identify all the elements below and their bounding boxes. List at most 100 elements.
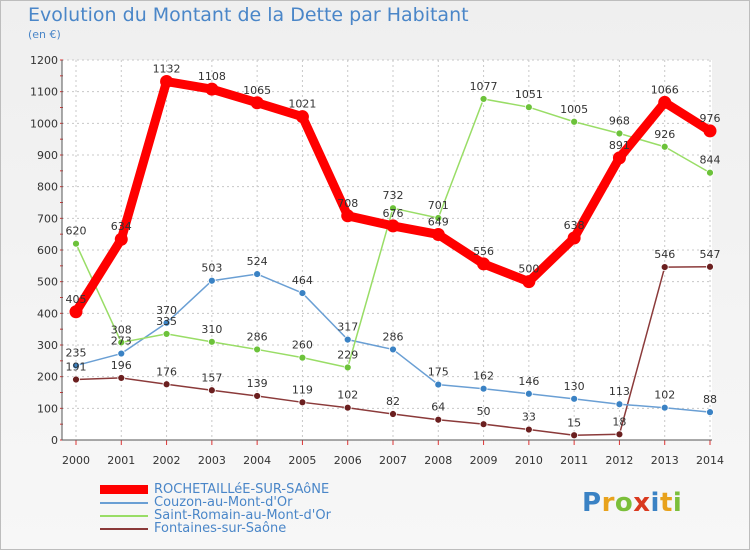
data-point [117,349,126,358]
data-point [615,129,624,138]
data-point [341,209,355,223]
data-label: 18 [612,415,626,428]
legend-swatch [100,515,148,517]
data-point [615,400,624,409]
data-point [205,82,219,96]
y-tick-label: 300 [37,339,58,352]
data-point [524,103,533,112]
data-point [389,410,397,418]
data-label: 1132 [153,63,181,76]
data-point [162,330,171,338]
y-tick-label: 0 [51,434,58,447]
logo-letter: P [582,488,602,518]
data-point [207,276,216,285]
data-point [706,262,714,271]
data-point [434,380,443,389]
data-point [431,227,445,241]
y-tick-label: 200 [37,371,58,384]
data-point [114,232,128,246]
data-point [660,263,669,272]
data-label: 405 [66,293,87,306]
x-tick-label: 2013 [651,454,679,467]
y-tick-label: 600 [37,244,58,257]
x-tick-label: 2000 [62,454,90,467]
data-label: 1108 [198,70,226,83]
data-point [343,335,352,344]
data-label: 15 [567,416,581,429]
data-label: 370 [156,304,177,317]
data-point [72,239,80,248]
x-tick-label: 2009 [470,454,498,467]
data-point [72,361,80,370]
proxiti-logo: Proxiti [582,488,682,518]
data-label: 503 [201,262,222,275]
logo-letter: t [659,488,673,518]
x-tick-label: 2006 [334,454,362,467]
data-point [615,430,624,439]
data-point [117,338,126,347]
legend-label: Couzon-au-Mont-d'Or [154,495,293,510]
x-tick-label: 2011 [560,454,588,467]
y-tick-label: 700 [37,212,58,225]
data-point [343,363,352,372]
data-label: 1065 [243,84,271,97]
data-point [207,386,216,395]
data-label: 82 [386,395,400,408]
data-label: 891 [609,139,630,152]
y-tick-label: 100 [37,402,58,415]
data-label: 317 [337,321,358,334]
data-label: 976 [700,112,721,125]
data-label: 88 [703,393,717,406]
legend-swatch [100,528,148,530]
legend-label: Fontaines-sur-Saône [154,521,287,536]
data-point [570,431,579,440]
data-label: 64 [431,401,445,414]
data-point [660,403,669,412]
x-tick-label: 2003 [198,454,226,467]
data-point [295,110,309,124]
data-label: 638 [564,219,585,232]
data-point [660,142,669,151]
data-label: 139 [247,377,268,390]
data-point [298,398,307,407]
data-label: 926 [654,128,675,141]
data-label: 175 [428,366,449,379]
data-point [386,219,400,233]
data-label: 500 [518,263,539,276]
data-label: 162 [473,370,494,383]
x-tick-label: 2004 [243,454,271,467]
data-point [706,408,714,417]
data-point [69,305,83,319]
x-tick-label: 2002 [153,454,181,467]
data-label: 524 [247,255,268,268]
data-point [298,289,307,297]
data-label: 1021 [288,98,316,111]
data-label: 102 [337,389,358,402]
chart-unit-label: (en €) [28,28,61,41]
x-tick-label: 2001 [107,454,135,467]
data-point [250,96,264,110]
data-label: 676 [383,207,404,220]
data-point [567,231,581,245]
x-tick-label: 2007 [379,454,407,467]
logo-letter: x [633,488,651,518]
data-label: 708 [337,197,358,210]
legend-label: Saint-Romain-au-Mont-d'Or [154,508,331,523]
data-label: 308 [111,323,132,336]
x-tick-label: 2014 [696,454,724,467]
y-tick-label: 400 [37,307,58,320]
data-label: 191 [66,361,87,374]
x-tick-label: 2012 [605,454,633,467]
data-label: 113 [609,385,630,398]
data-point [253,270,262,278]
data-label: 1051 [515,88,543,101]
data-label: 649 [428,215,449,228]
data-label: 335 [156,315,177,328]
data-point [434,415,443,424]
data-label: 130 [564,380,585,393]
data-point [434,214,443,222]
data-label: 286 [247,330,268,343]
data-label: 968 [609,114,630,127]
logo-letter: o [614,488,634,518]
